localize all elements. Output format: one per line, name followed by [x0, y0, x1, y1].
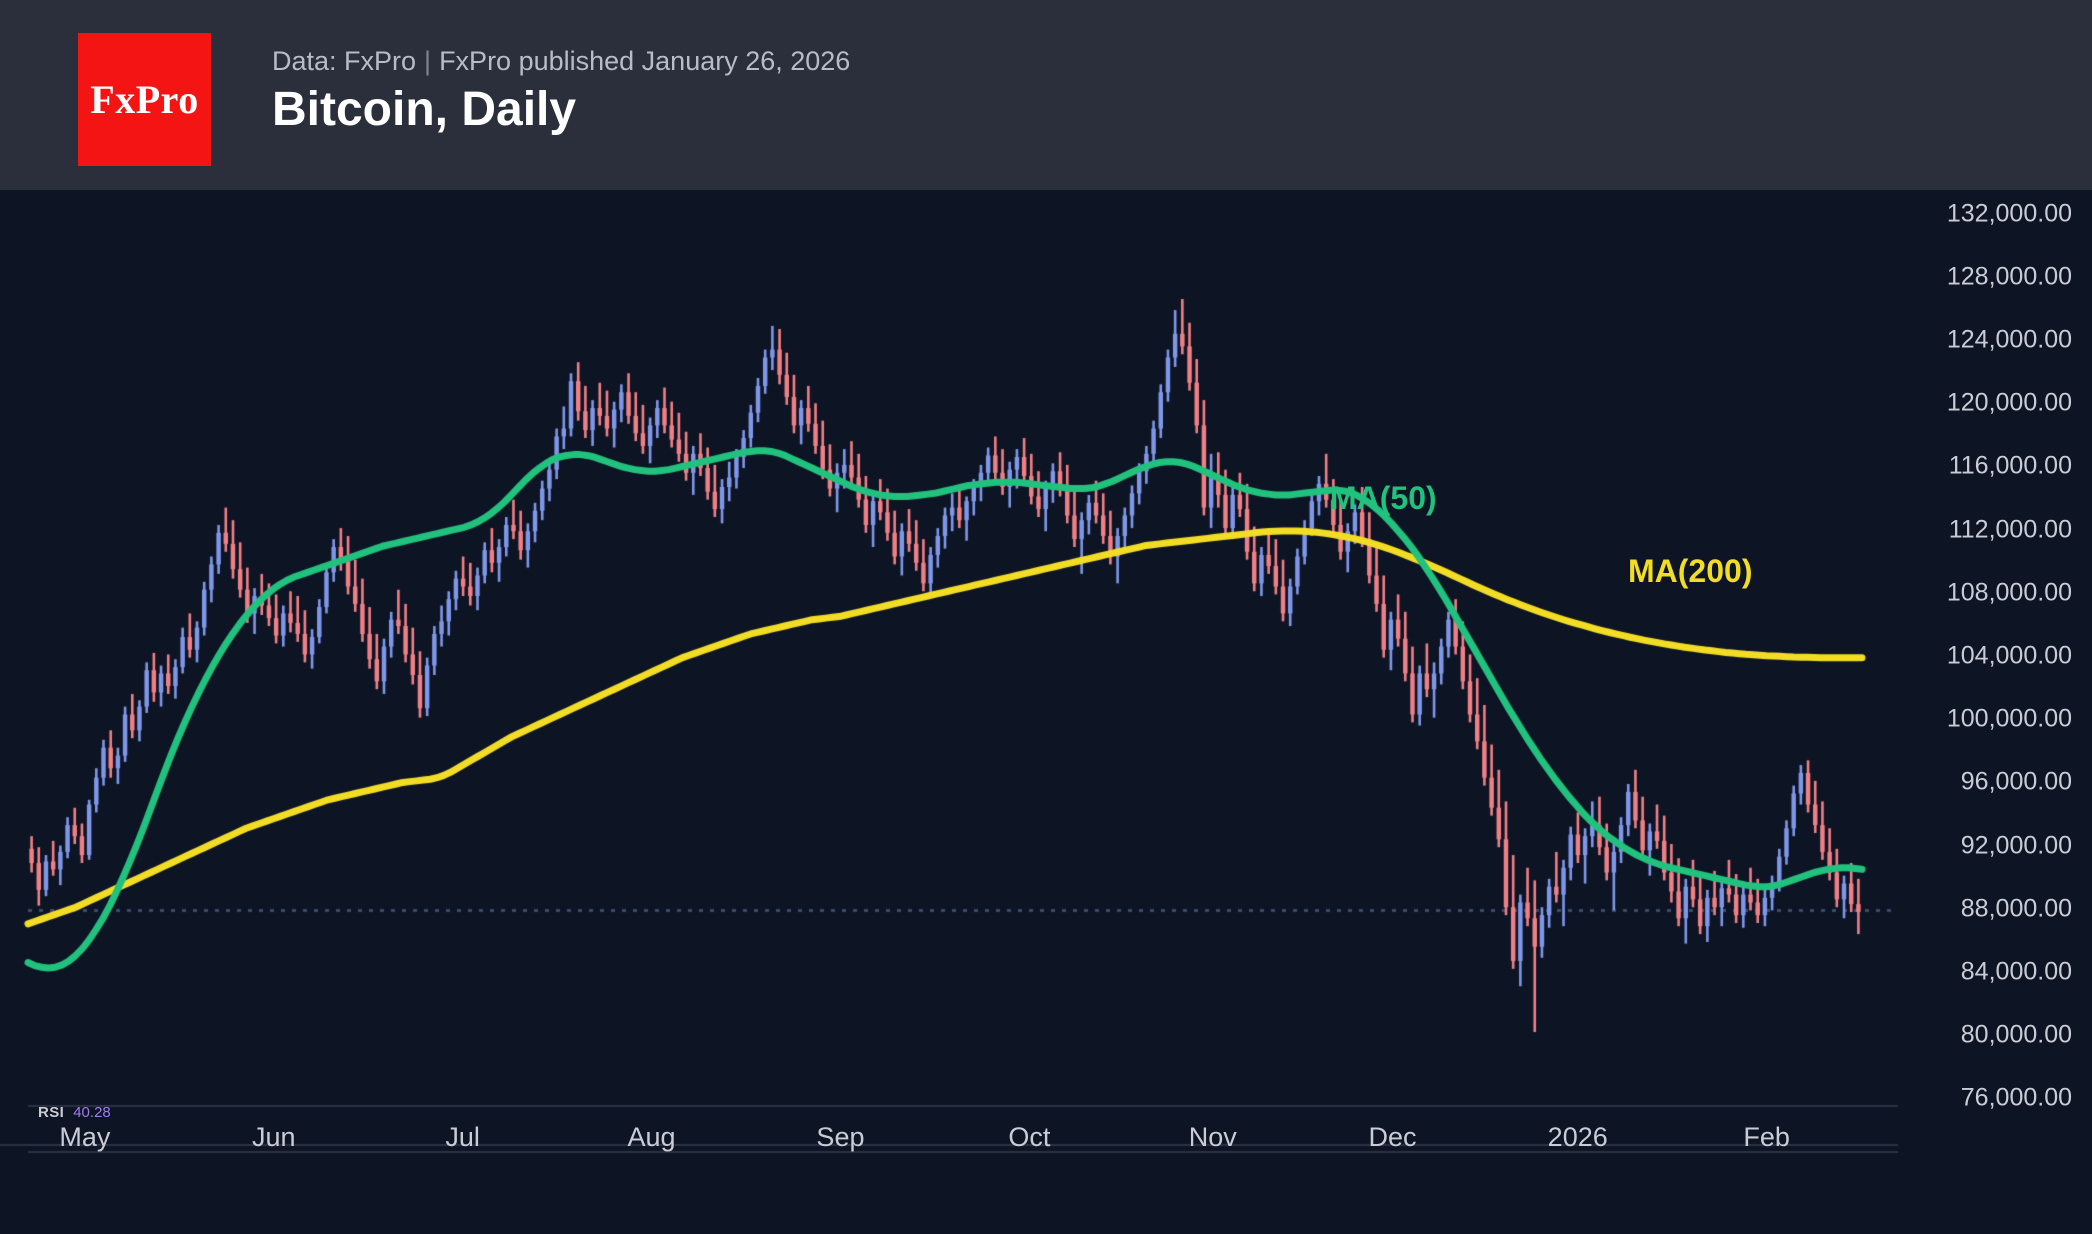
page-title: Bitcoin, Daily	[272, 83, 577, 136]
source-separator: |	[424, 46, 432, 76]
x-axis-tick: Aug	[627, 1122, 676, 1152]
x-axis-tick: Jun	[251, 1122, 296, 1152]
source-prefix: Data: FxPro	[272, 46, 417, 76]
source-attribution: Data: FxPro | FxPro published January 26, …	[272, 46, 850, 77]
x-axis-tick: Nov	[1188, 1122, 1237, 1152]
ma200-annotation: MA(200)	[1628, 553, 1753, 589]
fxpro-logo: FxPro	[78, 33, 211, 166]
x-axis-tick: Jul	[445, 1122, 480, 1152]
x-axis-tick: Oct	[1008, 1122, 1051, 1152]
x-axis-tick: Sep	[816, 1122, 865, 1152]
logo-label: FxPro	[90, 77, 199, 122]
rsi-indicator-label: RSI 40.28	[38, 1104, 111, 1121]
candlestick-canvas	[0, 190, 2092, 1234]
x-axis-tick: May	[59, 1122, 111, 1152]
source-suffix: FxPro published January 26, 2026	[439, 46, 851, 76]
x-axis-tick: Dec	[1368, 1122, 1417, 1152]
header-bar: FxPro Data: FxPro | FxPro published Januar…	[0, 0, 2092, 190]
x-axis-tick: Feb	[1743, 1122, 1790, 1152]
chart-plot-area	[0, 190, 2092, 1234]
ma50-annotation: MA(50)	[1330, 480, 1437, 516]
rsi-value: 40.28	[73, 1104, 111, 1121]
rsi-name: RSI	[38, 1104, 65, 1121]
x-axis: May Jun Jul Aug Sep Oct Nov Dec 2026 Feb	[0, 1122, 2092, 1182]
x-axis-tick: 2026	[1547, 1122, 1608, 1152]
